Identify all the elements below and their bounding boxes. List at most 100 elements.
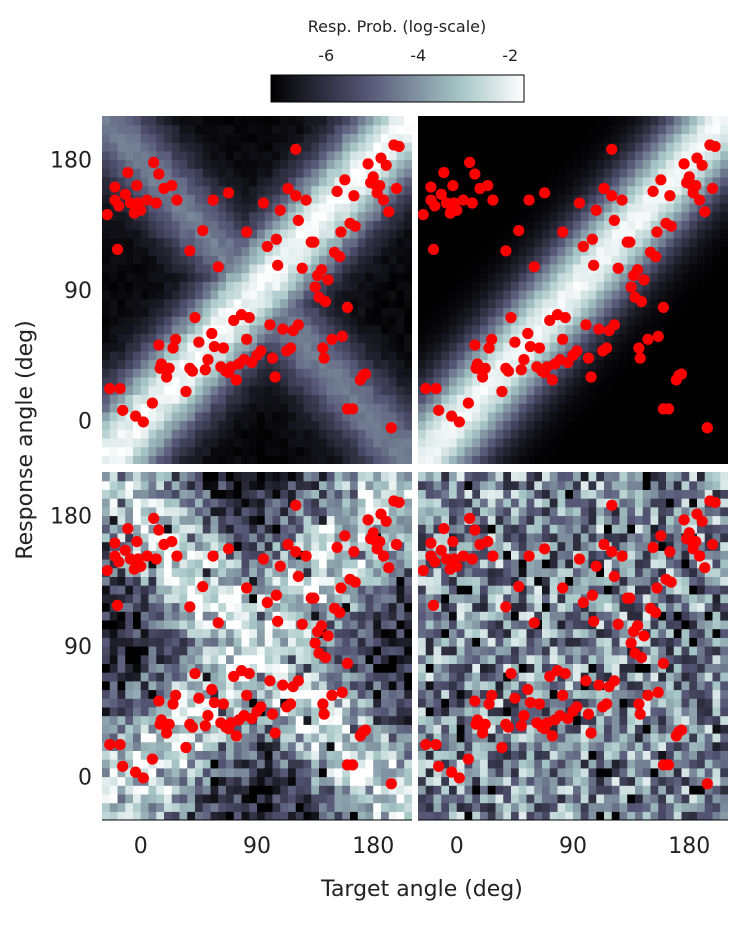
heatmap-cell	[241, 116, 250, 126]
heatmap-cell	[388, 368, 398, 378]
heatmap-cell	[210, 168, 219, 178]
heatmap-cell	[210, 368, 219, 378]
heatmap-cell	[133, 150, 142, 161]
heatmap-cell	[272, 480, 281, 490]
heatmap-cell	[381, 290, 390, 300]
heatmap-cell	[418, 159, 427, 169]
heatmap-cell	[202, 342, 212, 352]
heatmap-cell	[456, 150, 466, 161]
heatmap-cell	[179, 307, 188, 317]
heatmap-cell	[311, 168, 320, 178]
heatmap-cell	[704, 246, 714, 256]
heatmap-cell	[179, 506, 188, 517]
heatmap-cell	[303, 506, 312, 517]
heatmap-cell	[334, 211, 343, 221]
heatmap-cell	[210, 715, 219, 725]
heatmap-cell	[604, 203, 613, 213]
heatmap-cell	[241, 220, 250, 230]
heatmap-cell	[365, 706, 374, 717]
heatmap-cell	[604, 420, 613, 430]
heatmap-cell	[148, 628, 157, 638]
heatmap-cell	[720, 446, 728, 456]
heatmap-cell	[125, 793, 134, 804]
heatmap-cell	[549, 255, 559, 265]
heatmap-cell	[319, 124, 328, 134]
heatmap-cell	[288, 524, 297, 534]
heatmap-cell	[381, 377, 390, 387]
heatmap-cell	[202, 194, 212, 204]
heatmap-cell	[350, 298, 359, 308]
heatmap-cell	[249, 532, 258, 543]
heatmap-cell	[342, 385, 351, 395]
heatmap-cell	[109, 776, 119, 786]
heatmap-cell	[456, 168, 466, 178]
heatmap-cell	[148, 785, 157, 795]
heatmap-cell	[187, 194, 196, 204]
heatmap-cell	[418, 116, 427, 126]
heatmap-cell	[195, 159, 204, 169]
heatmap-cell	[549, 237, 559, 248]
heatmap-cell	[326, 793, 336, 804]
heatmap-cell	[381, 185, 390, 195]
heatmap-cell	[202, 663, 212, 673]
heatmap-cell	[109, 159, 119, 169]
heatmap-cell	[326, 429, 336, 439]
heatmap-cell	[596, 368, 605, 378]
heatmap-cell	[280, 255, 289, 265]
heatmap-cell	[264, 767, 274, 778]
heatmap-cell	[503, 255, 512, 265]
heatmap-cell	[404, 246, 412, 256]
heatmap-cell	[226, 550, 235, 560]
heatmap-cell	[604, 350, 613, 361]
heatmap-cell	[202, 480, 212, 490]
heatmap-cell	[102, 724, 111, 734]
heatmap-cell	[342, 359, 351, 369]
heatmap-cell	[373, 281, 382, 291]
data-point	[502, 365, 515, 377]
heatmap-cell	[565, 403, 574, 413]
heatmap-cell	[357, 176, 367, 187]
heatmap-cell	[117, 576, 126, 586]
heatmap-cell	[102, 576, 111, 586]
heatmap-cell	[102, 168, 111, 178]
heatmap-cell	[456, 298, 466, 308]
heatmap-cell	[109, 333, 119, 343]
heatmap-cell	[210, 455, 219, 464]
heatmap-cell	[257, 767, 266, 778]
heatmap-cell	[218, 776, 227, 786]
heatmap-cell	[187, 455, 196, 464]
heatmap-cell	[303, 298, 312, 308]
heatmap-cell	[441, 429, 450, 439]
heatmap-cell	[464, 176, 473, 187]
heatmap-cell	[342, 429, 351, 439]
heatmap-cell	[596, 403, 605, 413]
heatmap-cell	[210, 515, 219, 525]
heatmap-cell	[487, 350, 497, 361]
heatmap-cell	[689, 263, 698, 274]
heatmap-cell	[404, 333, 412, 343]
heatmap-cell	[350, 176, 359, 187]
heatmap-cell	[272, 220, 281, 230]
heatmap-cell	[288, 793, 297, 804]
heatmap-cell	[226, 394, 235, 404]
heatmap-cell	[226, 194, 235, 204]
heatmap-cell	[257, 255, 266, 265]
heatmap-cell	[164, 602, 173, 612]
heatmap-cell	[433, 176, 442, 187]
heatmap-cell	[102, 359, 111, 369]
heatmap-cell	[611, 281, 621, 291]
heatmap-cell	[604, 168, 613, 178]
heatmap-cell	[288, 246, 297, 256]
heatmap-cell	[697, 272, 706, 282]
heatmap-cell	[373, 290, 382, 300]
heatmap-cell	[109, 211, 119, 221]
heatmap-cell	[257, 142, 266, 152]
heatmap-cell	[187, 220, 196, 230]
heatmap-cell	[357, 498, 367, 508]
heatmap-cell	[187, 124, 196, 134]
data-point	[284, 342, 297, 354]
heatmap-cell	[611, 333, 621, 343]
heatmap-cell	[381, 220, 390, 230]
heatmap-cell	[381, 524, 390, 534]
heatmap-cell	[449, 333, 458, 343]
